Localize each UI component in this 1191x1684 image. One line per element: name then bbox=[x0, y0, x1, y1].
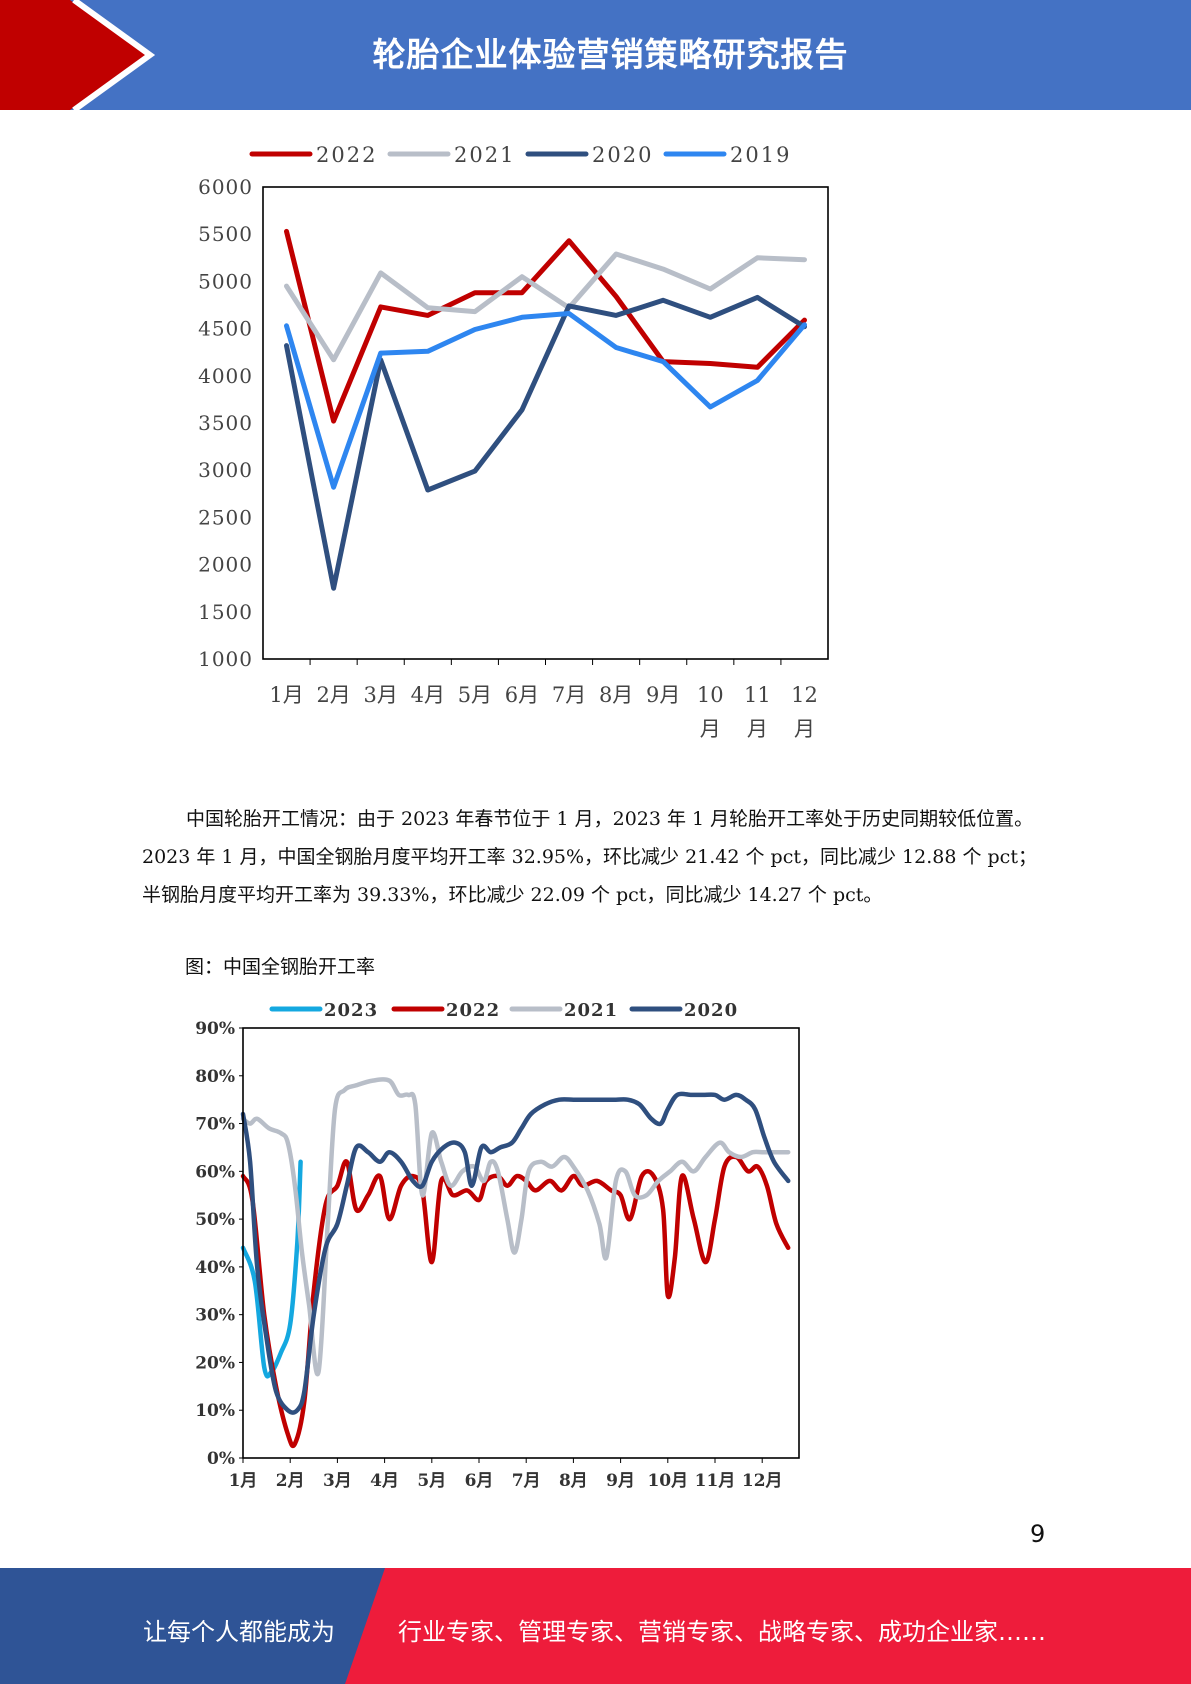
legend-label-2020: 2020 bbox=[684, 1000, 738, 1021]
y-tick-label: 1500 bbox=[198, 600, 253, 624]
x-tick-label: 2月 bbox=[316, 683, 350, 707]
header-arrow-decoration bbox=[0, 0, 156, 110]
y-tick-label: 1000 bbox=[198, 647, 253, 671]
x-tick-label: 9月 bbox=[606, 1471, 635, 1491]
footer-background bbox=[0, 1568, 1191, 1684]
x-tick-label: 10月 bbox=[647, 1471, 688, 1491]
x-tick-label: 3月 bbox=[323, 1471, 352, 1491]
x-tick-label: 12月 bbox=[742, 1471, 783, 1491]
x-tick-label: 1月 bbox=[229, 1471, 258, 1491]
page-number: 9 bbox=[1030, 1520, 1046, 1548]
y-tick-label: 5000 bbox=[198, 269, 253, 293]
y-tick-label: 3500 bbox=[198, 411, 253, 435]
plot-frame bbox=[242, 1027, 800, 1459]
series-line-2019 bbox=[284, 311, 807, 490]
legend-label-2023: 2023 bbox=[324, 1000, 378, 1021]
page-header: 轮胎企业体验营销策略研究报告 bbox=[0, 0, 1191, 110]
y-tick-label: 30% bbox=[195, 1306, 235, 1326]
series-line-2021 bbox=[240, 1077, 791, 1377]
x-tick-label: 5月 bbox=[417, 1471, 446, 1491]
page-footer bbox=[0, 1568, 1191, 1684]
y-tick-label: 10% bbox=[195, 1401, 235, 1421]
x-tick-label: 1月 bbox=[269, 683, 303, 707]
x-tick-label: 2月 bbox=[276, 1471, 305, 1491]
legend-label-2022: 2022 bbox=[446, 1000, 500, 1021]
y-tick-label: 0% bbox=[207, 1449, 235, 1469]
y-tick-label: 20% bbox=[195, 1353, 235, 1373]
report-title: 轮胎企业体验营销策略研究报告 bbox=[372, 35, 849, 74]
legend-label-2021: 2021 bbox=[454, 143, 515, 167]
series-line-2023 bbox=[240, 1159, 303, 1379]
x-tick-label: 4月 bbox=[411, 683, 445, 707]
y-tick-label: 80% bbox=[195, 1067, 235, 1087]
y-tick-label: 90% bbox=[195, 1019, 235, 1039]
y-tick-label: 60% bbox=[195, 1162, 235, 1182]
x-tick-label: 8月 bbox=[559, 1471, 588, 1491]
y-tick-label: 2000 bbox=[198, 553, 253, 577]
x-tick-label: 4月 bbox=[370, 1471, 399, 1491]
x-tick-label: 3月 bbox=[364, 683, 398, 707]
legend-label-2022: 2022 bbox=[316, 143, 377, 167]
x-tick-label: 6月 bbox=[465, 1471, 494, 1491]
y-tick-label: 50% bbox=[195, 1210, 235, 1230]
chart-line-operating-rate: 2023 2022 2021 2020 90% 80% 70% 60% 50% 40% 30% 20%… bbox=[195, 1000, 800, 1491]
footer-slogan-left: 让每个人都能成为 bbox=[143, 1618, 335, 1646]
y-tick-label: 4000 bbox=[198, 364, 253, 388]
chart-line-production: 2022 2021 2020 2019 6000 5500 5000 4500 4000 3500… bbox=[198, 143, 829, 741]
x-tick-label: 5月 bbox=[458, 683, 492, 707]
body-paragraph: 中国轮胎开工情况：由于 2023 年春节位于 1 月，2023 年 1 月轮胎开… bbox=[142, 808, 1037, 906]
legend-label-2020: 2020 bbox=[592, 143, 653, 167]
x-tick-label: 11月 bbox=[695, 1471, 736, 1491]
y-tick-label: 40% bbox=[195, 1258, 235, 1278]
plot-frame bbox=[262, 186, 829, 660]
x-tick-label: 7月 bbox=[552, 683, 586, 707]
series-line-2022 bbox=[240, 1154, 791, 1449]
series-line-2022 bbox=[284, 228, 807, 424]
series-line-2020 bbox=[240, 1091, 791, 1415]
legend-label-2019: 2019 bbox=[730, 143, 791, 167]
x-tick-label: 8月 bbox=[599, 683, 633, 707]
footer-slogan-right: 行业专家、管理专家、营销专家、战略专家、成功企业家…… bbox=[398, 1618, 1046, 1646]
legend-label-2021: 2021 bbox=[564, 1000, 618, 1021]
x-tick-label: 6月 bbox=[505, 683, 539, 707]
x-tick-label: 7月 bbox=[512, 1471, 541, 1491]
y-tick-label: 5500 bbox=[198, 222, 253, 246]
y-tick-label: 2500 bbox=[198, 505, 253, 529]
y-tick-label: 4500 bbox=[198, 317, 253, 341]
y-tick-label: 70% bbox=[195, 1115, 235, 1135]
series-line-2021 bbox=[284, 251, 807, 363]
y-tick-label: 6000 bbox=[198, 175, 253, 199]
y-tick-label: 3000 bbox=[198, 458, 253, 482]
series-line-2020 bbox=[284, 294, 807, 591]
x-tick-label: 9月 bbox=[646, 683, 680, 707]
figure-caption: 图：中国全钢胎开工率 bbox=[185, 956, 376, 978]
